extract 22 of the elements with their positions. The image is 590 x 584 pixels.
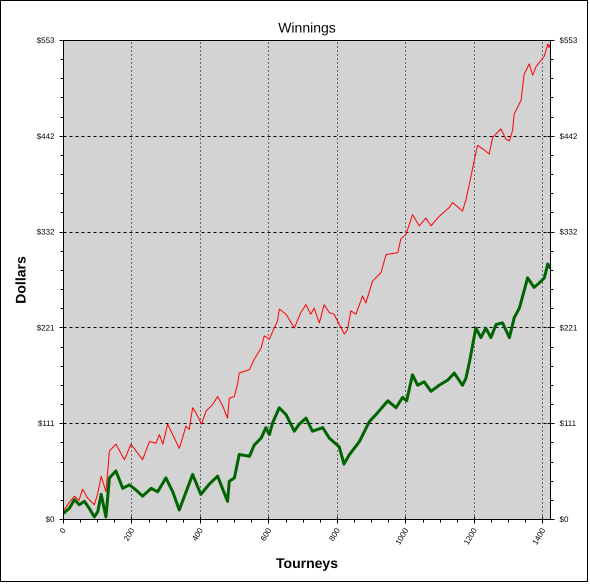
x-tick-label: 800 xyxy=(327,526,342,543)
chart-title: Winnings xyxy=(278,20,336,36)
y-tick-label: $0 xyxy=(46,515,56,524)
y2-tick-label: $442 xyxy=(560,132,578,141)
x-tick-label: 400 xyxy=(190,526,206,543)
x-tick-label: 600 xyxy=(258,526,274,543)
y2-tick-label: $0 xyxy=(560,515,569,524)
y2-tick-label: $111 xyxy=(560,419,577,428)
x-axis-title: Tourneys xyxy=(276,554,338,571)
line-series xyxy=(64,262,550,518)
y2-tick-label: $332 xyxy=(560,228,578,237)
x-tick-label: 0 xyxy=(58,526,68,535)
y-tick-label: $221 xyxy=(36,323,56,332)
y-tick-label: $553 xyxy=(36,36,56,45)
x-tick-label: 200 xyxy=(122,526,137,543)
y-tick-label: $332 xyxy=(36,228,56,237)
y-axis-title: Dollars xyxy=(12,256,29,304)
y-tick-label: $442 xyxy=(36,132,56,141)
y2-tick-label: $553 xyxy=(560,36,578,45)
y2-tick-label: $221 xyxy=(560,323,578,332)
y-tick-label: $111 xyxy=(38,419,56,428)
line-series xyxy=(64,42,550,512)
